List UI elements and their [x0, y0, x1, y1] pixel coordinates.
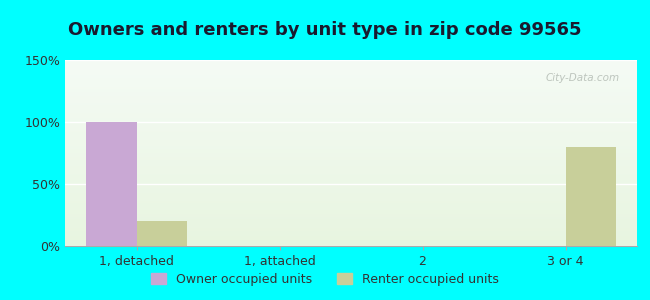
Text: Owners and renters by unit type in zip code 99565: Owners and renters by unit type in zip c…: [68, 21, 582, 39]
Bar: [136, 221, 187, 246]
Bar: [566, 147, 616, 246]
Bar: [86, 122, 136, 246]
Text: City-Data.com: City-Data.com: [546, 73, 620, 83]
Legend: Owner occupied units, Renter occupied units: Owner occupied units, Renter occupied un…: [146, 268, 504, 291]
